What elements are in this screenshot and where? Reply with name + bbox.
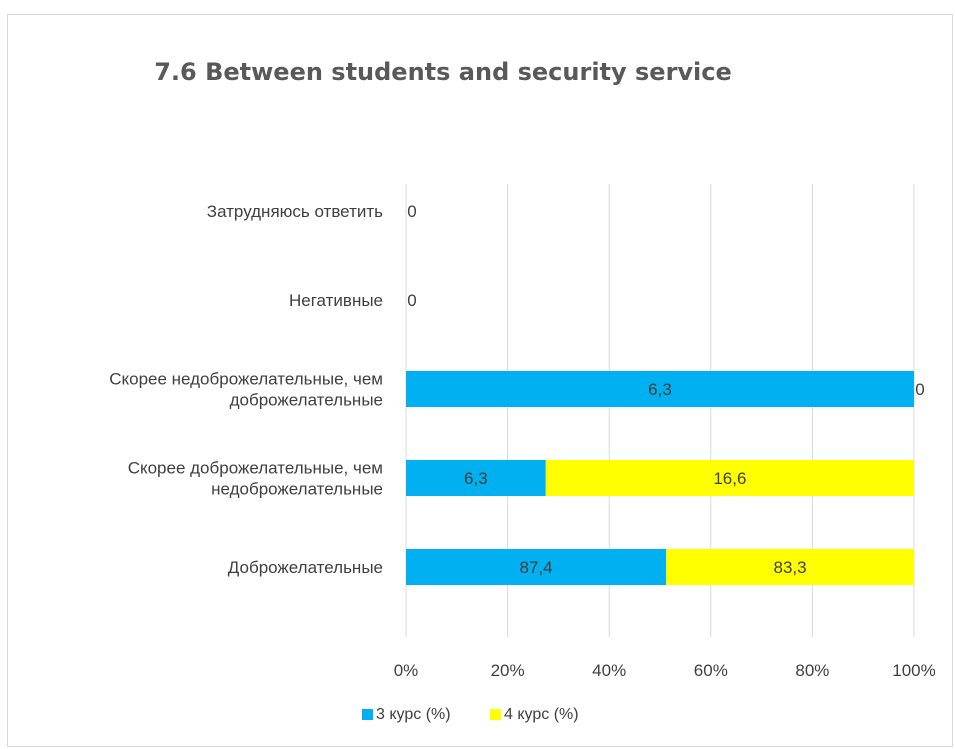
legend: 3 курс (%) 4 курс (%) — [362, 706, 579, 723]
x-tick-label: 40% — [592, 661, 626, 680]
x-tick-label: 0% — [394, 661, 419, 680]
data-label: 16,6 — [713, 469, 746, 488]
x-tick-label: 80% — [795, 661, 829, 680]
data-label: 0 — [407, 202, 416, 221]
legend-swatch — [362, 709, 373, 720]
data-label: 0 — [915, 380, 924, 399]
data-labels: 0 0 6,3 0 6,3 16,6 87,4 83,3 — [407, 202, 924, 577]
data-label: 83,3 — [774, 558, 807, 577]
data-label: 6,3 — [648, 380, 672, 399]
data-label: 87,4 — [520, 558, 553, 577]
legend-swatch — [490, 709, 501, 720]
bar-segment — [406, 549, 667, 585]
category-label: Негативные — [289, 291, 383, 310]
legend-label: 3 курс (%) — [376, 706, 451, 723]
category-label: недоброжелательные — [211, 480, 383, 499]
bar-segment — [666, 549, 914, 585]
bar-segment — [406, 371, 914, 407]
bars — [406, 371, 914, 585]
data-label: 0 — [407, 291, 416, 310]
x-axis-ticks: 0% 20% 40% 60% 80% 100% — [394, 661, 936, 680]
category-label: доброжелательные — [230, 391, 383, 410]
category-label: Скорее недоброжелательные, чем — [109, 370, 383, 389]
x-tick-label: 20% — [491, 661, 525, 680]
x-tick-label: 60% — [694, 661, 728, 680]
legend-label: 4 курс (%) — [504, 706, 579, 723]
bar-segment — [406, 460, 546, 496]
category-label: Доброжелательные — [228, 558, 383, 577]
x-tick-label: 100% — [892, 661, 935, 680]
bar-segment — [545, 460, 914, 496]
category-labels: Затрудняюсь ответить Негативные Скорее нед… — [109, 202, 383, 577]
chart-title: 7.6 Between students and security servic… — [154, 58, 732, 86]
data-label: 6,3 — [464, 469, 488, 488]
category-label: Скорее доброжелательные, чем — [128, 459, 383, 478]
category-label: Затрудняюсь ответить — [207, 202, 383, 221]
